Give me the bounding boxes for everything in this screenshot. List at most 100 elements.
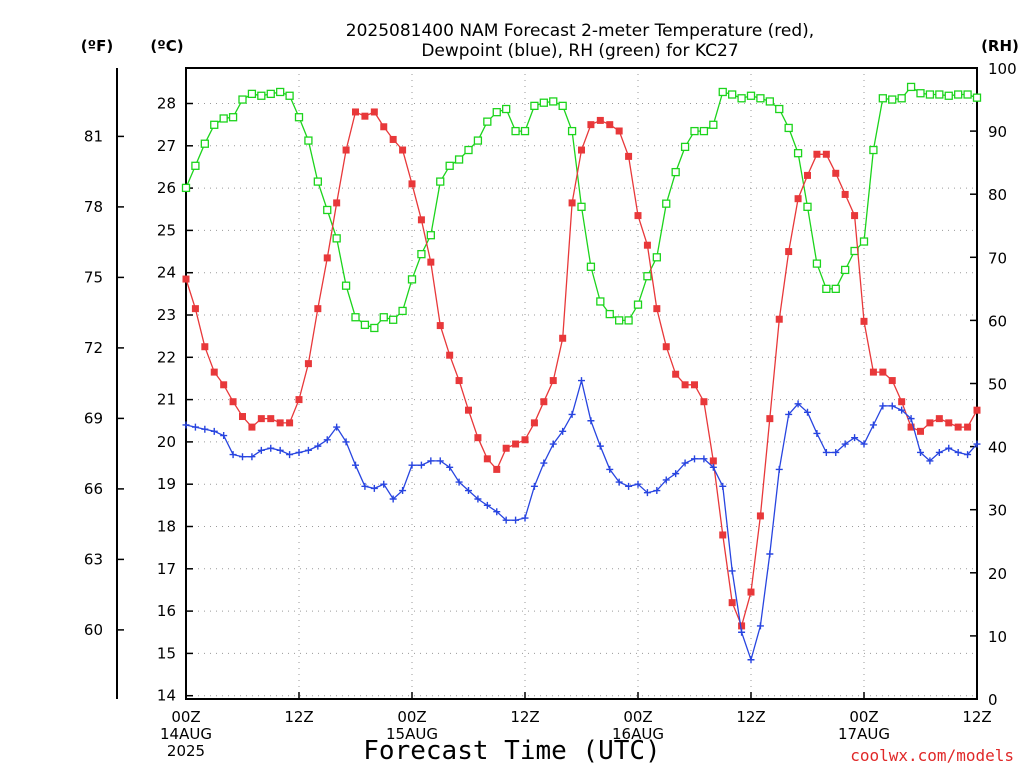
dewpoint-point (267, 444, 275, 452)
dewpoint-point (220, 432, 228, 440)
rh-point (210, 120, 219, 129)
temperature-point (709, 457, 717, 465)
rh-point (191, 161, 200, 170)
dewpoint-point (841, 440, 849, 448)
rh-point (473, 136, 483, 145)
x-tick-label: 00Z (849, 708, 878, 726)
dewpoint-point (888, 402, 896, 410)
rh-point (652, 253, 661, 262)
temperature-point (502, 444, 510, 452)
fahrenheit-axis: 60 63 66 69 72 75 78 81 (84, 127, 124, 639)
dewpoint-point (295, 448, 303, 456)
rh-point (690, 126, 699, 136)
rh-point (878, 94, 887, 103)
rh-tick-label: 20 (988, 565, 1007, 583)
temperature-point (898, 398, 906, 406)
rh-point (285, 91, 294, 100)
rh-point (972, 93, 982, 102)
rh-point (558, 101, 567, 111)
temperature-point (276, 419, 284, 427)
temperature-point (973, 406, 981, 414)
dewpoint-point (436, 457, 444, 465)
temperature-point (380, 123, 388, 131)
rh-point (426, 231, 435, 240)
temperature-point (446, 351, 454, 359)
temperature-point (832, 169, 840, 177)
rh-point (313, 177, 322, 186)
dewpoint-point (286, 451, 294, 459)
dewpoint-point (804, 408, 811, 416)
x-tick-label: 00Z (623, 708, 652, 726)
temperature-point (540, 398, 548, 406)
dewpoint-point (691, 455, 698, 463)
dewpoint-point (342, 438, 350, 446)
temperature-point (841, 190, 849, 198)
temperature-point (634, 212, 642, 220)
dewpoint-point (907, 415, 915, 423)
dewpoint-point (926, 457, 934, 465)
rh-point (793, 149, 803, 158)
rh-point (389, 315, 398, 324)
dewpoint-point (898, 406, 906, 414)
dewpoint-point (935, 448, 943, 456)
rh-point (219, 114, 228, 123)
dewpoint-point (681, 459, 689, 467)
dewpoint-point (530, 482, 538, 490)
rh-point (624, 316, 633, 325)
dewpoint-point (502, 516, 510, 524)
celsius-tick-label: 14 (157, 687, 176, 705)
temperature-point (191, 305, 199, 313)
temperature-point (389, 135, 397, 143)
temperature-point (474, 434, 482, 442)
rh-point (483, 117, 492, 126)
dewpoint-point (399, 487, 407, 495)
rh-point (728, 90, 737, 99)
temperature-point (521, 436, 529, 444)
temperature-point (587, 121, 595, 129)
dewpoint-point (738, 628, 746, 636)
temperature-point (719, 531, 727, 539)
dewpoint-point (427, 457, 435, 465)
dewpoint-point (191, 423, 199, 431)
dewpoint-point (408, 461, 416, 469)
credit-text: coolwx.com/models (850, 746, 1014, 765)
temperature-point (314, 305, 322, 313)
temperature-point (342, 146, 350, 154)
dewpoint-point (606, 465, 614, 473)
rh-point (812, 259, 822, 268)
rh-point (765, 97, 774, 106)
rh-point (370, 323, 379, 333)
rh-tick-label: 90 (988, 123, 1007, 141)
rh-point (916, 89, 925, 98)
temperature-point (182, 275, 190, 283)
temperature-point (239, 413, 246, 421)
dewpoint-point (257, 446, 265, 454)
temperature-point (455, 377, 463, 385)
temperature-point (417, 216, 425, 224)
rh-tick-label: 40 (988, 439, 1007, 457)
temperature-point (257, 415, 265, 423)
rh-point (596, 297, 605, 306)
temperature-point (568, 199, 576, 207)
x-tick-label: 12Z (736, 708, 765, 726)
dewpoint-point (813, 429, 821, 437)
x-axis-title: Forecast Time (UTC) (363, 736, 660, 766)
dewpoint-point (785, 410, 793, 418)
rh-point (567, 126, 577, 136)
celsius-tick-label: 17 (157, 560, 176, 578)
dewpoint-point (775, 465, 783, 473)
temperature-point (888, 377, 896, 385)
temperature-point (653, 305, 661, 313)
temperature-point (794, 195, 802, 203)
x-tick-label: 15AUG (386, 725, 438, 743)
temperature-point (530, 419, 538, 427)
temperature-point (578, 146, 585, 154)
dewpoint-point (521, 514, 529, 522)
dewpoint-point (210, 427, 218, 435)
rh-point (897, 94, 906, 103)
dewpoint-point (672, 470, 680, 478)
dewpoint-point (945, 444, 953, 452)
rh-point (398, 306, 407, 316)
temperature-point (370, 108, 378, 116)
celsius-tick-label: 25 (157, 221, 176, 239)
